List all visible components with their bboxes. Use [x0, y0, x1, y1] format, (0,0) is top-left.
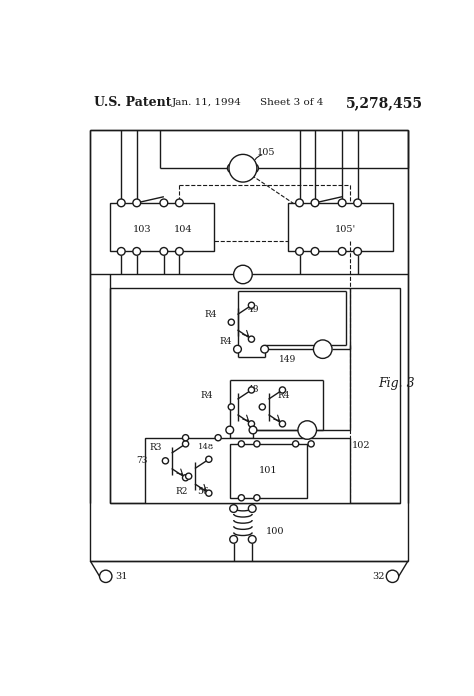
Text: 104: 104: [174, 226, 192, 235]
Circle shape: [160, 199, 168, 207]
Circle shape: [248, 535, 256, 543]
Circle shape: [175, 248, 183, 255]
Text: 31: 31: [115, 572, 128, 581]
Circle shape: [238, 495, 245, 501]
Circle shape: [160, 248, 168, 255]
Circle shape: [298, 421, 317, 439]
Circle shape: [292, 441, 299, 447]
Text: Fig. 3: Fig. 3: [378, 377, 415, 390]
Circle shape: [228, 164, 237, 173]
Circle shape: [248, 421, 255, 427]
Circle shape: [230, 505, 237, 512]
Text: 49: 49: [247, 305, 259, 314]
Text: R4: R4: [200, 391, 213, 400]
Text: R4: R4: [219, 337, 232, 346]
Circle shape: [259, 404, 265, 410]
Circle shape: [118, 248, 125, 255]
Circle shape: [186, 473, 192, 480]
Text: 57: 57: [237, 270, 249, 279]
Bar: [109, 203, 214, 251]
Circle shape: [215, 434, 221, 441]
Text: 101: 101: [259, 466, 278, 475]
Circle shape: [313, 340, 332, 358]
Text: 100: 100: [266, 527, 285, 536]
Circle shape: [118, 199, 125, 207]
Circle shape: [254, 441, 260, 447]
Circle shape: [133, 248, 141, 255]
Text: R4: R4: [204, 310, 217, 319]
Circle shape: [386, 570, 399, 583]
Circle shape: [206, 490, 212, 496]
Circle shape: [175, 199, 183, 207]
Circle shape: [182, 475, 189, 481]
Circle shape: [338, 248, 346, 255]
Circle shape: [228, 319, 235, 325]
Circle shape: [182, 434, 189, 441]
Circle shape: [248, 336, 255, 342]
Circle shape: [279, 421, 285, 427]
Text: 54: 54: [317, 345, 328, 354]
Circle shape: [234, 345, 241, 353]
Bar: [109, 287, 400, 503]
Circle shape: [182, 441, 189, 447]
Text: 105': 105': [334, 226, 356, 235]
Bar: [230, 444, 307, 498]
Circle shape: [308, 441, 314, 447]
Circle shape: [248, 302, 255, 308]
Circle shape: [230, 535, 237, 543]
Text: Sheet 3 of 4: Sheet 3 of 4: [260, 98, 323, 107]
Circle shape: [354, 199, 362, 207]
Circle shape: [249, 426, 257, 434]
Text: R2: R2: [175, 487, 188, 496]
Text: R4: R4: [278, 391, 290, 400]
Text: R3: R3: [150, 443, 162, 452]
Circle shape: [206, 456, 212, 462]
Text: 148: 148: [199, 443, 215, 451]
Circle shape: [296, 199, 303, 207]
Circle shape: [311, 248, 319, 255]
Text: 53: 53: [301, 425, 313, 434]
Circle shape: [100, 570, 112, 583]
Circle shape: [311, 199, 319, 207]
Text: 103: 103: [133, 226, 152, 235]
Circle shape: [296, 248, 303, 255]
Circle shape: [238, 441, 245, 447]
Circle shape: [248, 505, 256, 512]
Text: 73: 73: [137, 457, 148, 466]
Circle shape: [249, 164, 258, 173]
Circle shape: [162, 458, 169, 464]
Text: 105: 105: [257, 148, 275, 157]
Circle shape: [261, 345, 268, 353]
Circle shape: [279, 387, 285, 393]
Circle shape: [228, 404, 235, 410]
Circle shape: [254, 495, 260, 501]
Circle shape: [354, 248, 362, 255]
Circle shape: [248, 387, 255, 393]
Bar: [145, 438, 350, 503]
Text: 48: 48: [247, 386, 259, 395]
Text: 56: 56: [197, 487, 209, 496]
Circle shape: [234, 265, 252, 284]
Circle shape: [229, 155, 257, 182]
Circle shape: [226, 426, 234, 434]
Text: 5,278,455: 5,278,455: [346, 96, 423, 110]
Circle shape: [133, 199, 141, 207]
Text: 32: 32: [372, 572, 385, 581]
Text: 149: 149: [279, 355, 297, 364]
Bar: [288, 203, 392, 251]
Text: 102: 102: [352, 441, 371, 450]
Circle shape: [338, 199, 346, 207]
Text: M: M: [237, 163, 249, 174]
Text: Jan. 11, 1994: Jan. 11, 1994: [172, 98, 241, 107]
Text: U.S. Patent: U.S. Patent: [94, 96, 172, 109]
